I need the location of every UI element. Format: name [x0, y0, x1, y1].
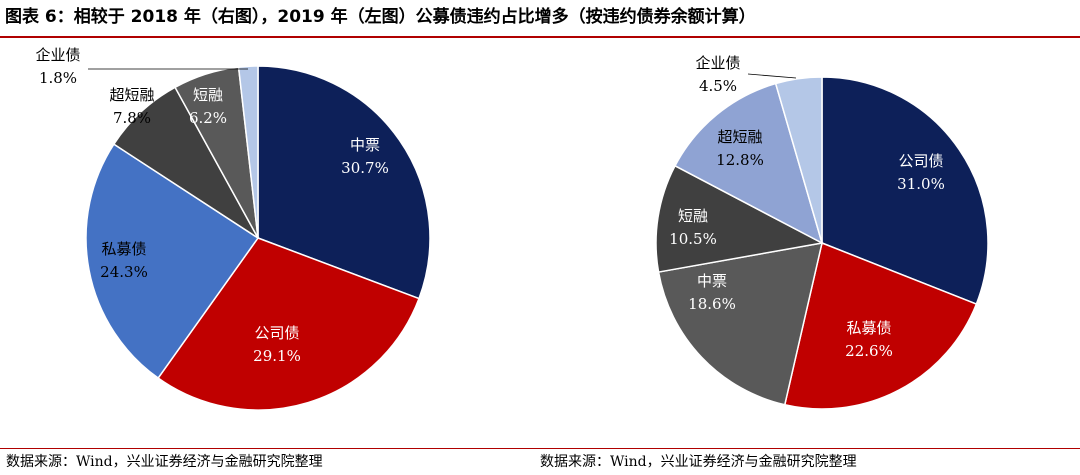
figure-title: 图表 6：相较于 2018 年（右图），2019 年（左图）公募债违约占比增多（… [5, 7, 756, 27]
slice-label: 超短融 12.8% [716, 128, 764, 169]
pie-slice [85, 143, 260, 380]
pie-slice [257, 65, 431, 300]
slice-label: 私募债 24.3% [100, 240, 148, 281]
title-rule [0, 36, 1080, 38]
pie-charts: 中票 30.7% 公司债 29.1% 私募债 24.3% 超短融 7.8% 短融 6.2% 企业债 1… [35, 46, 989, 411]
pie-slice [674, 82, 824, 245]
pie-slice [237, 65, 259, 239]
slice-label: 企业债 4.5% [695, 54, 740, 95]
pie-slice [657, 242, 823, 406]
slice-label: 中票 18.6% [688, 272, 736, 313]
pie-chart-left: 中票 30.7% 公司债 29.1% 私募债 24.3% 超短融 7.8% 短融 6.2% 企业债 1… [35, 46, 431, 411]
pie-slice [157, 237, 420, 411]
pie-slice [774, 76, 823, 244]
pie-slice [821, 76, 989, 306]
source-rule [0, 448, 1080, 449]
slice-label: 公司债 29.1% [253, 324, 301, 365]
source-note-left: 数据来源：Wind，兴业证券经济与金融研究院整理 [6, 454, 323, 470]
pie-slice [655, 164, 825, 273]
slice-label: 短融 6.2% [189, 86, 227, 127]
slice-label: 中票 30.7% [341, 136, 389, 177]
slice-label: 短融 10.5% [669, 207, 717, 248]
slice-label: 超短融 7.8% [109, 86, 154, 127]
slice-label: 公司债 31.0% [897, 152, 945, 193]
slice-label: 企业债 1.8% [35, 46, 80, 87]
pie-chart-right: 公司债 31.0% 私募债 22.6% 中票 18.6% 短融 10.5% 超短融 12.8% 企业… [655, 54, 989, 410]
leader-line [747, 73, 797, 79]
slice-label: 私募债 22.6% [845, 319, 893, 360]
source-note-right: 数据来源：Wind，兴业证券经济与金融研究院整理 [540, 454, 857, 470]
pie-slice [783, 241, 978, 410]
